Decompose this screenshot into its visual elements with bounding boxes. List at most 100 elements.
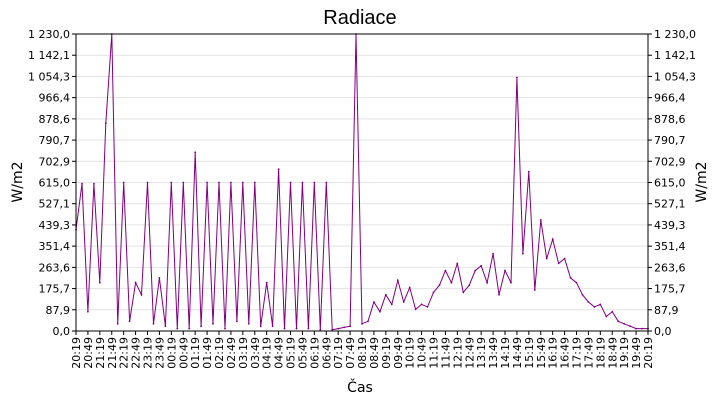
data-point	[432, 291, 435, 294]
data-point	[307, 327, 310, 330]
x-tick-label: 00:49	[177, 337, 190, 369]
x-axis-ticks: 20:1920:4921:1921:4922:1922:4923:1923:49…	[70, 331, 655, 369]
y-tick-label-left: 351,4	[39, 240, 71, 253]
x-tick-label: 23:49	[153, 337, 166, 369]
y-tick-label-left: 87,9	[46, 304, 71, 317]
x-tick-label: 20:19	[70, 337, 83, 369]
data-point	[480, 264, 483, 267]
data-point	[527, 170, 530, 173]
data-point	[414, 308, 417, 311]
x-tick-label: 07:49	[344, 337, 357, 369]
y-tick-label-left: 1 054,3	[28, 70, 70, 83]
x-tick-label: 22:19	[118, 337, 131, 369]
x-tick-label: 04:19	[261, 337, 274, 369]
x-tick-label: 21:49	[106, 337, 119, 369]
y-tick-label-right: 175,7	[654, 283, 686, 296]
x-tick-label: 13:49	[487, 337, 500, 369]
x-tick-label: 01:49	[201, 337, 214, 369]
x-tick-label: 14:49	[511, 337, 524, 369]
data-point	[605, 315, 608, 318]
data-point	[641, 327, 643, 330]
x-tick-label: 16:49	[559, 337, 572, 369]
data-point	[81, 182, 83, 185]
y-tick-label-right: 87,9	[654, 304, 679, 317]
data-point	[349, 325, 351, 328]
data-point	[474, 269, 477, 272]
x-tick-label: 06:49	[320, 337, 333, 369]
data-point	[557, 262, 560, 265]
data-point	[551, 238, 554, 241]
x-tick-label: 17:49	[582, 337, 595, 369]
data-point	[545, 257, 548, 260]
x-tick-label: 05:19	[285, 337, 298, 369]
data-point	[146, 181, 149, 184]
y-tick-label-right: 439,3	[654, 219, 686, 232]
y-tick-label-right: 263,6	[654, 261, 686, 274]
x-tick-label: 12:19	[451, 337, 464, 369]
y-tick-label-left: 1 230,0	[28, 28, 70, 41]
y-tick-label-right: 702,9	[654, 155, 686, 168]
data-point	[164, 325, 167, 328]
data-point	[134, 281, 137, 284]
data-point	[587, 301, 590, 303]
x-tick-label: 03:19	[237, 337, 250, 369]
data-point	[206, 181, 209, 184]
y-axis-left-ticks: 0,0 87,9 175,7 263,6 351,4 439,3 527,1 615,0 702…	[28, 28, 76, 338]
data-point	[104, 122, 107, 125]
x-tick-label: 03:49	[249, 337, 262, 369]
data-point	[295, 327, 298, 330]
data-point	[224, 327, 226, 330]
data-point	[319, 328, 322, 331]
data-point	[87, 310, 89, 313]
data-point	[337, 327, 340, 330]
x-tick-label: 10:49	[416, 337, 429, 369]
data-point	[361, 322, 363, 325]
data-point	[533, 289, 536, 291]
data-point	[581, 293, 584, 296]
data-point	[450, 281, 453, 284]
y-tick-label-left: 878,6	[39, 113, 71, 126]
data-point	[456, 262, 459, 265]
data-point	[218, 181, 220, 184]
x-tick-label: 08:19	[356, 337, 369, 369]
data-point	[522, 252, 524, 255]
x-tick-label: 16:19	[547, 337, 560, 369]
data-point	[182, 181, 185, 184]
data-point	[390, 303, 393, 306]
data-point	[122, 181, 125, 184]
y-tick-label-left: 1 142,1	[28, 49, 70, 62]
data-point	[313, 181, 316, 184]
data-point	[569, 277, 572, 279]
x-tick-label: 08:49	[368, 337, 381, 369]
data-point	[247, 322, 250, 325]
y-tick-label-left: 439,3	[39, 219, 71, 232]
data-point	[498, 293, 500, 296]
y-axis-right-ticks: 0,0 87,9 175,7 263,6 351,4 439,3 527,1 615,0 702…	[648, 28, 696, 338]
y-tick-label-left: 966,4	[39, 92, 71, 105]
y-tick-label-right: 790,7	[654, 134, 686, 147]
data-point	[468, 284, 471, 286]
x-tick-label: 00:19	[165, 337, 178, 369]
x-tick-label: 06:19	[308, 337, 321, 369]
x-tick-label: 19:19	[618, 337, 631, 369]
data-point	[93, 182, 95, 185]
x-tick-label: 11:49	[439, 337, 452, 369]
y-tick-label-right: 1 230,0	[654, 28, 696, 41]
data-point	[379, 310, 381, 313]
y-tick-label-left: 615,0	[39, 177, 71, 190]
data-point	[426, 306, 429, 308]
data-point	[575, 281, 578, 284]
data-point	[492, 252, 494, 255]
y-tick-label-right: 527,1	[654, 198, 686, 211]
data-point	[271, 325, 274, 328]
data-point	[301, 181, 304, 184]
data-point	[420, 303, 423, 306]
data-point	[325, 181, 328, 184]
data-point	[188, 327, 191, 330]
data-point	[200, 325, 203, 328]
data-point	[367, 320, 369, 323]
x-tick-label: 20:49	[82, 337, 95, 369]
data-point	[593, 306, 596, 308]
y-tick-label-left: 0,0	[53, 325, 71, 338]
